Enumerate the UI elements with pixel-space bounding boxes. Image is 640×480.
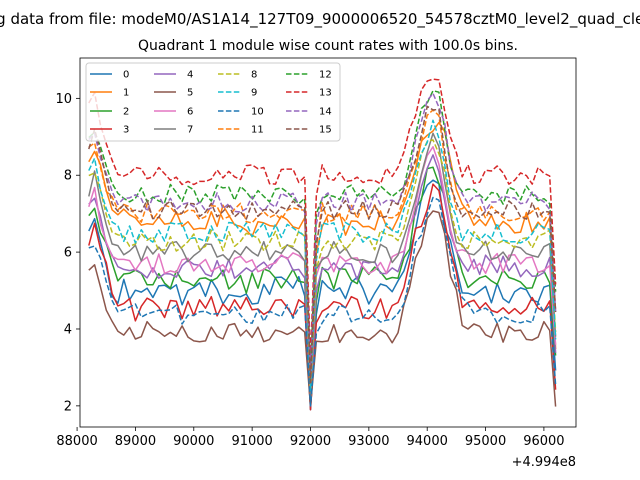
y-tick-label: 4 [64, 322, 72, 337]
y-tick-label: 2 [64, 399, 72, 414]
legend-label-0: 0 [123, 70, 129, 81]
x-axis-ticks: 88000 89000 90000 91000 92000 93000 94000 95000… [56, 427, 565, 449]
series-line-9 [88, 119, 557, 392]
series-line-3 [88, 183, 557, 411]
y-tick-label: 6 [64, 246, 72, 261]
legend-label-13: 13 [319, 88, 332, 99]
legend-label-12: 12 [319, 70, 332, 81]
series-line-6 [88, 146, 557, 399]
x-tick-label: 90000 [173, 434, 214, 449]
legend-label-7: 7 [187, 125, 193, 136]
series-line-2 [88, 166, 557, 407]
legend-label-3: 3 [123, 125, 129, 136]
legend-label-11: 11 [251, 125, 264, 136]
chart-suptitle: Plotting data from file: modeM0/AS1A14_1… [0, 10, 640, 29]
legend-box [85, 62, 341, 142]
x-tick-label: 94000 [407, 434, 448, 449]
y-tick-label: 8 [64, 169, 72, 184]
series-line-15 [88, 105, 557, 384]
x-tick-label: 95000 [465, 434, 506, 449]
plot-area-frame [79, 57, 577, 428]
x-tick-label: 93000 [348, 434, 389, 449]
legend-label-4: 4 [187, 70, 193, 81]
x-axis-offset-label: +4.994e8 [512, 455, 576, 470]
legend-label-14: 14 [319, 107, 332, 118]
x-tick-label: 89000 [115, 434, 156, 449]
series-line-4 [88, 154, 557, 407]
legend-label-6: 6 [187, 107, 193, 118]
x-tick-label: 88000 [56, 434, 97, 449]
y-tick-label: 10 [55, 92, 72, 107]
x-tick-label: 91000 [231, 434, 272, 449]
series-line-11 [88, 109, 557, 384]
legend-label-10: 10 [251, 107, 264, 118]
x-tick-label: 96000 [523, 434, 564, 449]
legend-label-2: 2 [123, 107, 129, 118]
legend-label-1: 1 [123, 88, 129, 99]
x-tick-label: 92000 [290, 434, 331, 449]
y-axis-ticks: 2 4 6 8 10 [55, 92, 80, 414]
legend-label-5: 5 [187, 88, 193, 99]
plot-lines [88, 78, 557, 411]
legend-label-9: 9 [251, 88, 257, 99]
chart-title: Quadrant 1 module wise count rates with … [138, 38, 518, 54]
series-line-1 [88, 121, 557, 384]
series-line-0 [88, 179, 557, 411]
legend-label-8: 8 [251, 70, 257, 81]
series-line-10 [88, 196, 557, 407]
series-line-13 [88, 78, 557, 361]
series-line-5 [88, 210, 557, 407]
series-line-7 [88, 132, 557, 399]
legend-label-15: 15 [319, 125, 332, 136]
series-line-8 [88, 139, 557, 392]
